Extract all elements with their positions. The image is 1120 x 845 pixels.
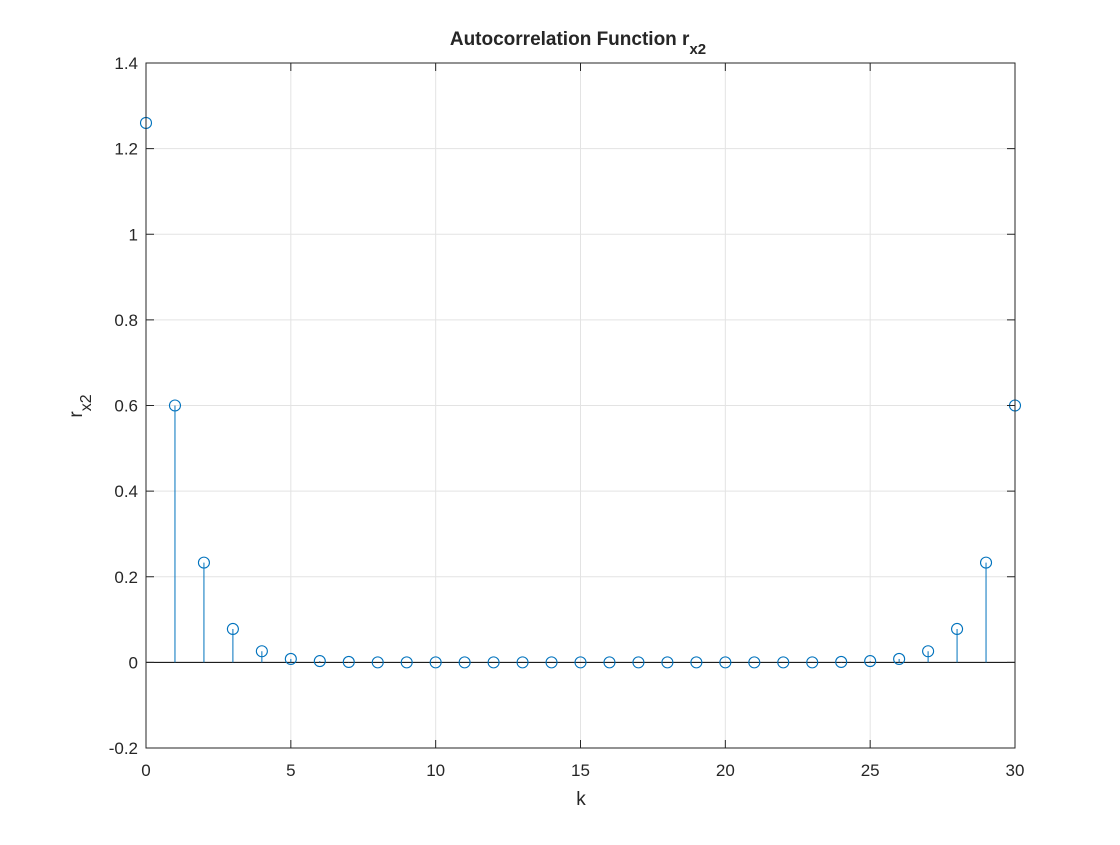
- y-tick-label-4: 0.6: [114, 397, 138, 416]
- y-axis-label-main: r: [66, 411, 87, 418]
- stem-marker-28: [951, 622, 964, 636]
- x-tick-label-1: 5: [286, 761, 295, 780]
- stem-marker-4: [255, 645, 268, 658]
- chart-title-subscript: x2: [689, 41, 706, 58]
- x-tick-label-0: 0: [141, 761, 150, 780]
- x-tick-label-2: 10: [426, 761, 445, 780]
- y-axis-label: rx2: [66, 394, 95, 417]
- stem-marker-3: [226, 622, 239, 636]
- stem-marker-24: [835, 655, 848, 668]
- stem-marker-13: [516, 656, 529, 669]
- stem-marker-26: [893, 652, 906, 666]
- stem-marker-2: [197, 556, 210, 569]
- stem-marker-9: [400, 656, 413, 669]
- stem-marker-11: [458, 656, 471, 669]
- stem-marker-7: [342, 655, 355, 668]
- stem-marker-18: [661, 656, 674, 669]
- stem-marker-16: [603, 656, 616, 669]
- stem-marker-25: [864, 655, 877, 668]
- stem-marker-19: [690, 656, 703, 669]
- x-tick-label-5: 25: [861, 761, 880, 780]
- stem-marker-29: [979, 556, 993, 569]
- stem-marker-10: [429, 656, 442, 669]
- stem-marker-27: [922, 645, 935, 658]
- stem-marker-12: [487, 656, 500, 669]
- x-tick-label-4: 20: [716, 761, 735, 780]
- x-axis-label: k: [576, 789, 586, 810]
- y-axis-label-subscript: x2: [78, 394, 95, 411]
- y-tick-label-5: 0.8: [114, 311, 138, 330]
- y-tick-label-7: 1.2: [114, 140, 138, 159]
- chart-title: Autocorrelation Function rx2: [450, 29, 706, 58]
- stem-marker-5: [284, 652, 297, 666]
- stem-marker-6: [313, 655, 326, 668]
- ticks: 0 5 10 15 20 25 30-0.200.20.40.60.811.21.4: [109, 54, 1025, 780]
- chart-title-main: Autocorrelation Function r: [450, 29, 690, 50]
- stem-marker-20: [719, 656, 732, 669]
- stem-marker-22: [777, 656, 790, 669]
- y-tick-label-8: 1.4: [114, 54, 138, 73]
- grid: [146, 63, 1015, 748]
- y-tick-label-0: -0.2: [109, 739, 138, 758]
- stem-marker-14: [545, 656, 558, 669]
- y-tick-label-6: 1: [129, 225, 138, 244]
- stem-marker-17: [632, 656, 645, 669]
- stem-marker-23: [806, 656, 819, 669]
- stem-marker-15: [574, 656, 587, 669]
- x-tick-label-3: 15: [571, 761, 590, 780]
- y-tick-label-3: 0.4: [114, 482, 138, 501]
- stem-marker-8: [371, 656, 384, 669]
- y-tick-label-2: 0.2: [114, 568, 138, 587]
- stem-marker-1: [168, 399, 182, 412]
- x-tick-label-6: 30: [1006, 761, 1025, 780]
- stem-marker-21: [748, 656, 761, 669]
- y-tick-label-1: 0: [129, 653, 138, 672]
